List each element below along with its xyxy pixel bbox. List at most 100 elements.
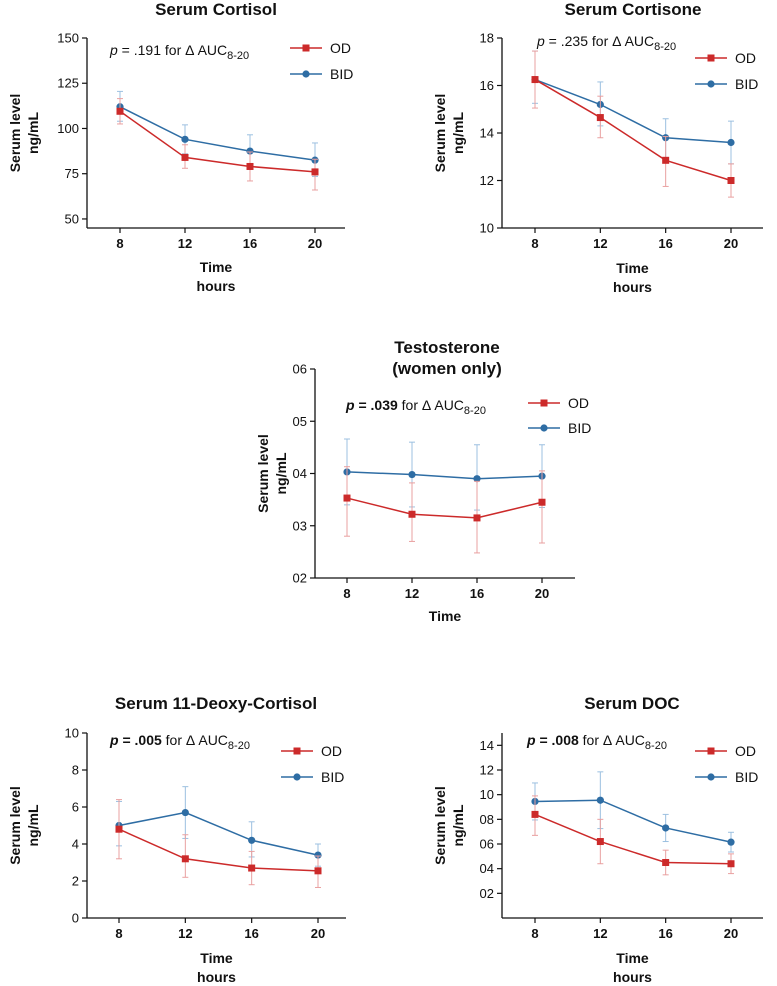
y-axis-label: Serum level	[255, 434, 271, 513]
data-point-od	[531, 76, 539, 84]
p-text: for Δ AUC	[161, 42, 227, 58]
data-point-od	[181, 153, 189, 161]
series-line	[118, 811, 319, 856]
x-tick-label: 20	[311, 926, 325, 941]
p-subscript: 8-20	[227, 50, 249, 62]
p-symbol: p	[345, 397, 355, 413]
p-subscript: 8-20	[228, 740, 250, 752]
x-tick-label: 16	[244, 926, 258, 941]
data-point-od	[596, 838, 604, 846]
chart-doc: Serum DOC 02 04 06 08 10 12 14 8 12 16 20 Time hours S…	[432, 694, 763, 985]
y-tick-label: 2	[72, 874, 79, 889]
x-axis-label: hours	[613, 969, 652, 985]
data-point-bid	[246, 147, 254, 155]
x-tick-label: 12	[593, 236, 607, 251]
legend-marker-od	[707, 747, 715, 755]
y-tick-label: 02	[293, 571, 307, 586]
p-value: = .008	[536, 732, 579, 748]
p-symbol: p	[536, 33, 545, 49]
data-point-od	[596, 114, 604, 122]
legend: OD BID	[290, 40, 353, 82]
series-od	[116, 98, 319, 191]
data-point-bid	[473, 475, 481, 483]
y-tick-label: 10	[480, 787, 494, 802]
y-tick-label: 100	[57, 121, 79, 136]
y-tick-label: 0	[72, 911, 79, 926]
legend-marker-bid	[707, 80, 715, 88]
legend-label-bid: BID	[330, 66, 353, 82]
legend: OD BID	[695, 743, 758, 785]
legend-label-bid: BID	[735, 769, 758, 785]
x-tick-label: 20	[724, 926, 738, 941]
series-line	[346, 471, 543, 480]
legend-label-od: OD	[321, 743, 342, 759]
y-axis-label: ng/mL	[25, 804, 41, 846]
data-point-od	[311, 168, 319, 176]
legend-label-od: OD	[330, 40, 351, 56]
data-point-bid	[596, 796, 604, 804]
y-tick-label: 150	[57, 31, 79, 46]
y-axis-label: Serum level	[432, 94, 448, 173]
x-tick-label: 16	[243, 236, 257, 251]
chart-title: Serum DOC	[584, 694, 679, 713]
data-point-od	[531, 810, 539, 818]
x-tick-label: 12	[405, 586, 419, 601]
y-tick-label: 03	[293, 518, 307, 533]
p-text: for Δ AUC	[398, 397, 464, 413]
y-tick-label: 125	[57, 76, 79, 91]
data-point-bid	[727, 138, 735, 147]
data-point-od	[727, 860, 735, 868]
legend: OD BID	[695, 50, 758, 92]
series-line	[534, 78, 732, 182]
chart-testosterone: Testosterone (women only) 02 03 04 05 06 8 12 16 2…	[255, 338, 591, 624]
y-tick-label: 05	[293, 414, 307, 429]
data-point-bid	[181, 808, 189, 817]
x-axis-label: hours	[613, 279, 652, 295]
legend-label-bid: BID	[735, 76, 758, 92]
data-point-od	[181, 855, 189, 863]
x-tick-label: 12	[178, 926, 192, 941]
y-tick-label: 06	[480, 837, 494, 852]
p-value: = .039	[355, 397, 398, 413]
y-tick-label: 14	[480, 126, 494, 141]
legend-label-bid: BID	[568, 420, 591, 436]
chart-deoxycortisol: Serum 11-Deoxy-Cortisol 0 2 4 6 8 10 8 12 16 20 Tim…	[7, 694, 346, 985]
series-bid	[115, 786, 322, 867]
legend-marker-od	[302, 44, 310, 52]
p-symbol: p	[109, 42, 118, 58]
series-line	[534, 78, 732, 144]
series-line	[119, 110, 316, 173]
x-tick-label: 16	[658, 236, 672, 251]
x-axis-label: Time	[429, 608, 462, 624]
y-tick-label: 18	[480, 31, 494, 46]
series-line	[534, 799, 732, 843]
series-line	[346, 497, 543, 519]
x-tick-label: 16	[658, 926, 672, 941]
chart-cortisol: Serum Cortisol 50 75 100 125 150 8 12 16 20 Time ho…	[7, 0, 353, 294]
series-bid	[531, 771, 735, 853]
y-tick-label: 8	[72, 763, 79, 778]
x-axis-label: Time	[200, 259, 233, 275]
x-tick-label: 8	[531, 926, 538, 941]
x-axis-label: hours	[197, 969, 236, 985]
data-point-od	[246, 162, 254, 170]
data-point-od	[662, 156, 670, 164]
x-tick-label: 16	[470, 586, 484, 601]
y-axis-label: ng/mL	[450, 112, 466, 154]
y-axis-label: ng/mL	[273, 452, 289, 494]
y-tick-label: 04	[480, 861, 494, 876]
y-tick-label: 06	[293, 362, 307, 377]
y-tick-label: 10	[480, 221, 494, 236]
legend: OD BID	[281, 743, 344, 785]
y-tick-label: 4	[72, 837, 79, 852]
p-text: for Δ AUC	[579, 732, 645, 748]
y-axis-label: ng/mL	[25, 112, 41, 154]
y-axis-label: Serum level	[7, 786, 23, 865]
legend-label-od: OD	[735, 50, 756, 66]
p-subscript: 8-20	[645, 740, 667, 752]
legend-label-od: OD	[568, 395, 589, 411]
series-od	[531, 795, 735, 876]
x-axis-label: Time	[616, 950, 649, 966]
data-point-od	[116, 107, 124, 115]
